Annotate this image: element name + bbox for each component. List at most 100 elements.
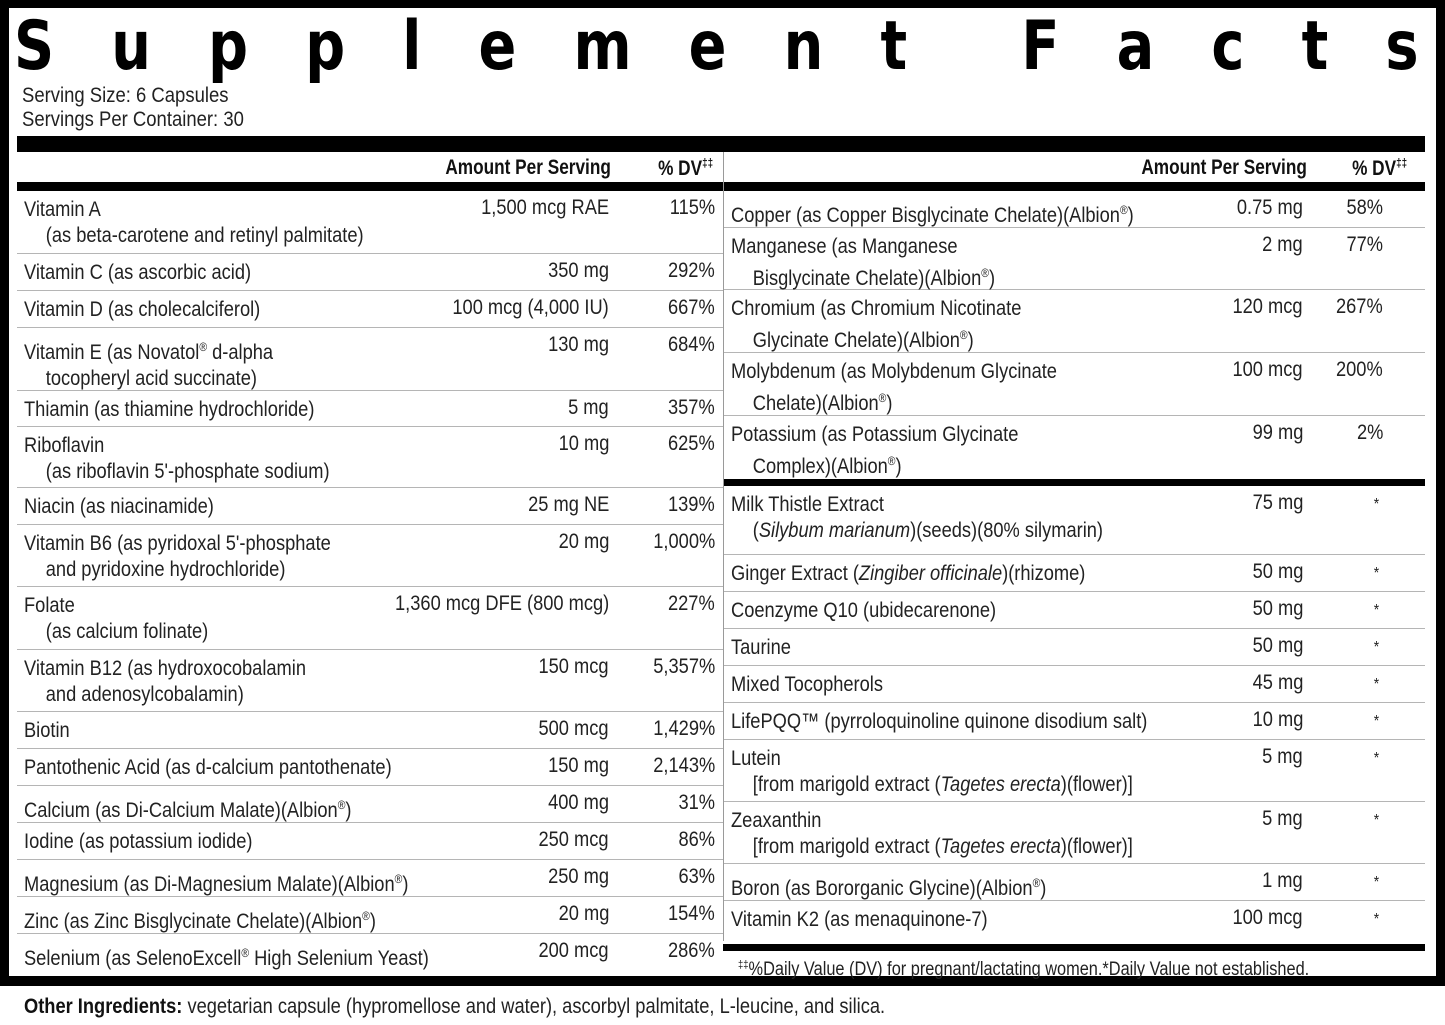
nutrient-row: Manganese (as Manganese Bisglycinate Chel…	[724, 228, 1425, 290]
nutrient-source: and adenosylcobalamin)	[45, 683, 244, 706]
title-letter: p	[305, 7, 346, 86]
nutrient-row: Vitamin A (as beta-carotene and retinyl p…	[17, 191, 723, 254]
nutrient-row: Magnesium (as Di-Magnesium Malate)(Albio…	[17, 860, 723, 897]
nutrient-dv: 2,143%	[653, 754, 715, 777]
nutrient-dv: 1,000%	[653, 530, 715, 553]
supplement-facts-panel	[0, 0, 1445, 986]
nutrient-name: LifePQQ™ (pyrroloquinoline quinone disod…	[731, 710, 1148, 733]
header-divider	[17, 182, 723, 191]
nutrient-row: Copper (as Copper Bisglycinate Chelate)(…	[724, 191, 1425, 228]
nutrient-name: Thiamin (as thiamine hydrochloride)	[24, 398, 315, 421]
nutrient-row: Lutein [from marigold extract (Tagetes er…	[724, 740, 1425, 802]
nutrient-source: (as beta-carotene and retinyl palmitate)	[45, 224, 364, 247]
dv-header: % DV‡‡	[1352, 156, 1407, 180]
nutrient-row: Vitamin C (as ascorbic acid) 350 mg 292%	[17, 254, 723, 291]
title-letter: m	[573, 7, 632, 86]
nutrient-name: Vitamin B12 (as hydroxocobalamin and aden…	[24, 657, 306, 706]
other-ingredients: Other Ingredients: vegetarian capsule (h…	[24, 994, 885, 1020]
nutrient-amount: 0.75 mg	[1236, 196, 1303, 219]
nutrient-dv: 625%	[668, 432, 715, 455]
nutrient-amount: 10 mg	[1252, 708, 1303, 731]
nutrient-name: Potassium (as Potassium Glycinate Complex…	[731, 423, 1019, 478]
nutrient-dv: 267%	[1336, 295, 1383, 318]
nutrient-name: Calcium (as Di-Calcium Malate)(Albion®)	[24, 798, 352, 822]
right-column: Amount Per Serving % DV‡‡ Copper (as Cop…	[723, 152, 1425, 941]
nutrient-amount: 10 mg	[558, 432, 609, 455]
column-header: Amount Per Serving % DV‡‡	[724, 152, 1425, 182]
serving-info: Serving Size: 6 Capsules Servings Per Co…	[22, 84, 244, 132]
nutrient-name: Magnesium (as Di-Magnesium Malate)(Albio…	[24, 872, 409, 896]
nutrient-name: Iodine (as potassium iodide)	[24, 830, 253, 853]
nutrient-amount: 200 mcg	[538, 939, 609, 962]
title-letter: e	[688, 7, 727, 86]
nutrient-row: Pantothenic Acid (as d-calcium pantothen…	[17, 749, 723, 786]
nutrient-amount: 500 mcg	[538, 717, 609, 740]
title-letter: c	[1211, 7, 1245, 86]
nutrient-name: Vitamin D (as cholecalciferol)	[24, 298, 261, 321]
nutrient-amount: 130 mg	[548, 333, 609, 356]
nutrient-name: Boron (as Bororganic Glycine)(Albion®)	[731, 876, 1047, 900]
nutrient-row: Vitamin D (as cholecalciferol) 100 mcg (4…	[17, 291, 723, 328]
left-column: Amount Per Serving % DV‡‡ Vitamin A (as b…	[17, 152, 723, 972]
nutrient-row: Vitamin B12 (as hydroxocobalamin and aden…	[17, 650, 723, 712]
nutrient-amount: 150 mg	[548, 754, 609, 777]
nutrient-row: Calcium (as Di-Calcium Malate)(Albion®) 4…	[17, 786, 723, 823]
nutrient-dv: *	[1373, 602, 1379, 619]
nutrient-name: Pantothenic Acid (as d-calcium pantothen…	[24, 756, 392, 779]
nutrient-dv: *	[1373, 750, 1379, 767]
nutrient-amount: 1,360 mcg DFE (800 mcg)	[394, 592, 609, 615]
nutrient-dv: 357%	[668, 396, 715, 419]
nutrient-name: Vitamin K2 (as menaquinone-7)	[731, 908, 988, 931]
nutrient-row: Milk Thistle Extract (Silybum marianum)(s…	[724, 486, 1425, 555]
nutrient-source: (as riboflavin 5'-phosphate sodium)	[45, 460, 330, 483]
header-divider	[724, 182, 1425, 191]
nutrient-amount: 25 mg NE	[527, 493, 609, 516]
nutrient-name: Zeaxanthin [from marigold extract (Tagete…	[731, 809, 1133, 858]
nutrient-amount: 20 mg	[558, 530, 609, 553]
nutrient-dv: 86%	[678, 828, 715, 851]
nutrient-name: Coenzyme Q10 (ubidecarenone)	[731, 599, 997, 622]
nutrient-dv: 286%	[668, 939, 715, 962]
nutrient-dv: 667%	[668, 296, 715, 319]
nutrient-dv: *	[1373, 676, 1379, 693]
nutrient-dv: *	[1373, 496, 1379, 513]
section-divider	[724, 479, 1425, 486]
nutrient-row: Chromium (as Chromium Nicotinate Glycinat…	[724, 290, 1425, 353]
nutrient-dv: *	[1373, 639, 1379, 656]
nutrient-dv: 200%	[1336, 358, 1383, 381]
nutrient-row: Vitamin K2 (as menaquinone-7) 100 mcg *	[724, 901, 1425, 941]
nutrient-name: Vitamin C (as ascorbic acid)	[24, 261, 252, 284]
nutrient-amount: 5 mg	[1262, 745, 1303, 768]
nutrient-name: Vitamin A (as beta-carotene and retinyl p…	[24, 198, 364, 247]
nutrient-dv: 154%	[668, 902, 715, 925]
title-letter: F	[1021, 7, 1060, 86]
nutrient-amount: 250 mcg	[538, 828, 609, 851]
nutrient-dv: 292%	[668, 259, 715, 282]
panel-title: S u p p l e m e n t F a c t s	[14, 12, 1419, 82]
nutrient-amount: 350 mg	[548, 259, 609, 282]
nutrient-row: Folate (as calcium folinate) 1,360 mcg DFE…	[17, 587, 723, 650]
nutrient-row: Taurine 50 mg *	[724, 629, 1425, 666]
nutrient-amount: 5 mg	[568, 396, 609, 419]
title-letter: S	[14, 7, 55, 86]
title-letter: a	[1116, 7, 1155, 86]
nutrient-amount: 99 mg	[1252, 421, 1303, 444]
nutrient-row: Iodine (as potassium iodide) 250 mcg 86%	[17, 823, 723, 860]
nutrient-row: Selenium (as SelenoExcell® High Selenium…	[17, 934, 723, 972]
nutrient-row: Ginger Extract (Zingiber officinale)(rhi…	[724, 555, 1425, 592]
nutrient-amount: 1,500 mcg RAE	[481, 196, 609, 219]
nutrient-row: Vitamin E (as Novatol® d-alpha tocopheryl…	[17, 328, 723, 391]
nutrient-dv: *	[1373, 812, 1379, 829]
nutrient-source: and pyridoxine hydrochloride)	[45, 558, 286, 581]
nutrient-dv: 5,357%	[653, 655, 715, 678]
nutrient-amount: 50 mg	[1252, 597, 1303, 620]
nutrient-row: LifePQQ™ (pyrroloquinoline quinone disod…	[724, 703, 1425, 740]
amount-header: Amount Per Serving	[445, 156, 611, 179]
nutrient-amount: 50 mg	[1252, 560, 1303, 583]
nutrient-row: Riboflavin (as riboflavin 5'-phosphate so…	[17, 427, 723, 488]
nutrient-source: [from marigold extract (Tagetes erecta)(…	[752, 773, 1133, 796]
other-ingredients-text: vegetarian capsule (hypromellose and wat…	[182, 995, 886, 1018]
nutrient-row: Molybdenum (as Molybdenum Glycinate Chela…	[724, 353, 1425, 416]
left-nutrient-list: Vitamin A (as beta-carotene and retinyl p…	[17, 191, 723, 972]
nutrient-dv: *	[1373, 713, 1379, 730]
